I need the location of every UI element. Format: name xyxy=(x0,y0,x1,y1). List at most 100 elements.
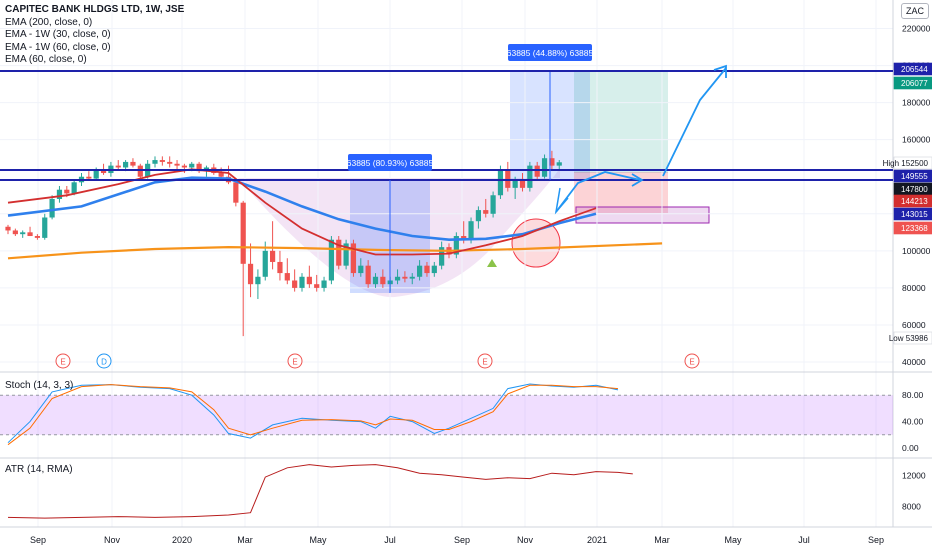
candle-body xyxy=(439,247,445,266)
x-tick-label: Nov xyxy=(517,535,534,545)
candle-body xyxy=(181,165,187,168)
price-tick-label: 80000 xyxy=(902,283,926,293)
legend: CAPITEC BANK HLDGS LTD, 1W, JSE EMA (200… xyxy=(5,4,184,67)
candle-body xyxy=(306,276,312,285)
candle-body xyxy=(240,202,246,264)
candle-body xyxy=(314,284,320,288)
measure-label-bg xyxy=(348,154,432,171)
legend-ema30[interactable]: EMA - 1W (30, close, 0) xyxy=(5,29,111,40)
candle-body xyxy=(402,276,408,279)
event-marker-label: E xyxy=(60,358,65,367)
legend-ema60-1w[interactable]: EMA - 1W (60, close, 0) xyxy=(5,41,111,53)
candle-body xyxy=(218,173,224,177)
stoch-tick-label: 80.00 xyxy=(902,390,924,400)
indicator-panes xyxy=(0,383,893,519)
price-badge xyxy=(893,169,932,183)
candle-body xyxy=(284,273,290,281)
candle-body xyxy=(380,276,386,285)
event-marker-label: D xyxy=(101,358,107,367)
x-tick-label: Mar xyxy=(237,535,253,545)
candle-body xyxy=(123,161,129,168)
candle-body xyxy=(475,210,481,222)
measure-label-bg xyxy=(508,44,592,61)
candle-body xyxy=(56,189,63,199)
price-badge-label: 147800 xyxy=(901,185,928,194)
candle-body xyxy=(483,210,489,214)
candle-body xyxy=(233,182,239,203)
stoch-label[interactable]: Stoch (14, 3, 3) xyxy=(5,380,74,391)
price-badge-label: 123368 xyxy=(901,224,928,233)
event-marker xyxy=(287,353,303,369)
atr-line xyxy=(7,464,633,519)
price-badge xyxy=(893,156,932,170)
candle-body xyxy=(394,276,401,281)
candle-body xyxy=(490,195,496,214)
price-badge-label: High 152500 xyxy=(883,159,929,168)
candle-body xyxy=(137,165,143,177)
symbol-title[interactable]: CAPITEC BANK HLDGS LTD, 1W, JSE xyxy=(5,4,185,15)
candle-body xyxy=(505,169,511,188)
candle-body xyxy=(255,276,261,285)
atr-tick-label: 8000 xyxy=(902,502,921,512)
x-tick-label: Mar xyxy=(654,535,670,545)
stoch-band xyxy=(0,395,893,435)
arrow-head xyxy=(631,173,644,187)
price-badge-label: 149555 xyxy=(901,172,928,181)
price-tick-label: 160000 xyxy=(902,135,931,145)
candle-body xyxy=(343,243,349,266)
candle-body xyxy=(365,265,371,285)
x-tick-label: Sep xyxy=(868,535,884,545)
candle-body xyxy=(64,189,70,194)
event-marker xyxy=(96,353,112,369)
candle-body xyxy=(453,236,459,255)
candle-body xyxy=(71,182,77,194)
x-tick-label: 2021 xyxy=(587,535,607,545)
price-badge-label: Low 53986 xyxy=(889,334,929,343)
candle-body xyxy=(336,239,342,266)
event-marker xyxy=(684,353,700,369)
price-badge xyxy=(893,76,932,90)
candle-body xyxy=(534,165,540,177)
arrow-head xyxy=(713,64,727,78)
candle-body xyxy=(130,161,136,166)
candle-body xyxy=(321,280,327,288)
candle-body xyxy=(409,276,415,279)
x-tick-label: May xyxy=(309,535,327,545)
price-badge xyxy=(893,221,932,235)
candle-body xyxy=(20,232,26,235)
candle-body xyxy=(174,163,180,166)
legend-ema60[interactable]: EMA (60, close, 0) xyxy=(5,54,87,65)
candle-body xyxy=(541,158,548,177)
stoch-d-line xyxy=(7,384,619,446)
candle-body xyxy=(549,158,555,166)
candle-body xyxy=(417,265,423,277)
candle-body xyxy=(556,162,562,166)
event-marker-label: E xyxy=(292,358,297,367)
candle-body xyxy=(152,160,158,164)
candle-body xyxy=(189,163,195,168)
legend-ema200[interactable]: EMA (200, close, 0) xyxy=(5,16,93,28)
currency-button[interactable]: ZAC xyxy=(901,3,929,19)
atr-label[interactable]: ATR (14, RMA) xyxy=(5,464,73,475)
candle-body xyxy=(468,221,474,240)
candle-body xyxy=(42,217,48,238)
price-tick-label: 100000 xyxy=(902,246,931,256)
price-tick-label: 60000 xyxy=(902,320,926,330)
candle-body xyxy=(299,276,305,288)
candle-body xyxy=(519,180,526,188)
price-tick-label: 40000 xyxy=(902,357,926,367)
price-tick-label: 180000 xyxy=(902,98,931,108)
x-tick-label: Jul xyxy=(384,535,396,545)
x-tick-label: 2020 xyxy=(172,535,192,545)
x-tick-label: Jul xyxy=(798,535,810,545)
candle-body xyxy=(167,161,173,164)
candle-body xyxy=(196,163,202,172)
candle-body xyxy=(431,265,437,274)
candle-body xyxy=(159,160,165,162)
projection-path-2 xyxy=(662,67,727,177)
price-badge-label: 144213 xyxy=(901,197,928,206)
target-zone xyxy=(574,71,668,173)
stoch-tick-label: 40.00 xyxy=(902,417,924,427)
signal-triangle xyxy=(487,259,497,267)
